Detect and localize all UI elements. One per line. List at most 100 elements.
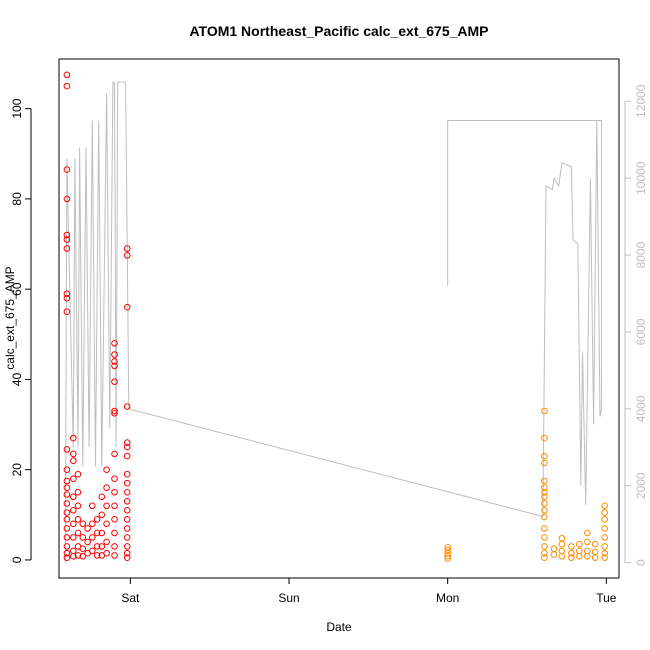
data-point — [601, 534, 609, 541]
data-point — [111, 543, 118, 550]
y2-tick-label: 4000 — [634, 395, 648, 422]
data-point — [111, 475, 118, 483]
y2-tick-label: 6000 — [634, 318, 648, 345]
data-point — [63, 525, 71, 532]
data-point — [444, 553, 452, 560]
data-point — [541, 477, 548, 485]
data-point — [601, 502, 609, 510]
data-point — [79, 520, 87, 528]
data-point — [541, 525, 548, 532]
data-point — [63, 446, 71, 453]
data-point — [93, 529, 101, 537]
data-point — [123, 452, 131, 460]
data-point — [541, 434, 548, 442]
data-point — [568, 543, 575, 550]
depth-line — [64, 81, 602, 563]
data-point — [103, 502, 110, 510]
y2-tick-label: 0 — [634, 559, 648, 566]
data-point — [111, 529, 118, 537]
data-point — [111, 340, 118, 347]
data-point — [63, 509, 71, 516]
y-tick-label: 80 — [10, 192, 24, 206]
data-point — [111, 489, 118, 496]
data-point — [103, 520, 110, 528]
data-point — [111, 410, 118, 417]
data-point — [111, 358, 118, 365]
data-point — [63, 245, 71, 252]
y-tick-label: 60 — [10, 282, 24, 296]
data-point — [584, 553, 591, 560]
chart-title: ATOM1 Northeast_Pacific calc_ext_675_AMP — [189, 23, 488, 39]
data-point — [63, 466, 71, 474]
series-1 — [63, 71, 131, 562]
data-point — [111, 407, 118, 415]
series-2 — [444, 407, 609, 562]
data-point — [63, 290, 71, 298]
data-point — [123, 549, 131, 557]
y-tick-label: 40 — [10, 372, 24, 386]
data-point — [74, 489, 82, 496]
data-point — [601, 509, 609, 516]
data-point — [541, 534, 548, 541]
data-point — [123, 403, 131, 410]
data-point — [89, 547, 96, 555]
data-point — [103, 466, 110, 474]
y-axis-label: calc_ext_675_AMP — [3, 266, 17, 369]
data-point — [591, 540, 599, 548]
data-point — [111, 351, 118, 358]
data-point — [550, 545, 558, 553]
x-tick-label: Sun — [278, 591, 299, 605]
data-point — [74, 516, 82, 523]
data-point — [576, 540, 583, 548]
y2-tick-label: 10000 — [634, 161, 648, 195]
data-point — [568, 549, 575, 557]
data-point — [103, 538, 110, 546]
x-axis-label: Date — [326, 620, 352, 634]
data-point — [70, 457, 77, 465]
data-point — [63, 484, 71, 492]
data-point — [584, 538, 591, 546]
data-point — [601, 554, 609, 562]
axes: 0 20 40 60 80 100 0 2000 4000 6000 8000 10000 12000 S… — [10, 58, 648, 605]
data-point — [63, 477, 71, 485]
data-point — [541, 407, 548, 415]
data-point — [70, 547, 77, 555]
data-point — [558, 553, 566, 560]
data-point — [63, 549, 71, 557]
data-point — [89, 502, 96, 510]
data-point — [63, 500, 71, 507]
data-point — [111, 502, 118, 510]
data-point — [123, 554, 131, 562]
data-point — [123, 245, 131, 252]
data-point — [79, 545, 87, 553]
data-point — [93, 543, 101, 550]
y2-tick-label: 12000 — [634, 84, 648, 118]
y-tick-label: 20 — [10, 463, 24, 477]
data-point — [63, 554, 71, 562]
data-point — [541, 543, 548, 550]
data-point — [541, 500, 548, 507]
data-point — [123, 489, 131, 496]
data-point — [74, 529, 82, 537]
data-point — [541, 452, 548, 460]
data-point — [63, 516, 71, 523]
data-point — [63, 543, 71, 550]
y2-tick-label: 8000 — [634, 241, 648, 268]
data-point — [123, 479, 131, 487]
data-point — [601, 525, 609, 532]
data-point — [111, 516, 118, 523]
data-point — [541, 489, 548, 496]
data-point — [103, 484, 110, 492]
y-tick-label: 100 — [10, 98, 24, 118]
data-point — [541, 493, 548, 501]
data-point — [123, 498, 131, 505]
x-tick-label: Mon — [436, 591, 459, 605]
data-point — [111, 552, 118, 559]
data-point — [123, 525, 131, 532]
plot-frame — [58, 58, 620, 579]
data-point — [63, 231, 71, 239]
data-point — [93, 516, 101, 523]
data-point — [98, 543, 106, 550]
data-point — [601, 516, 609, 523]
data-point — [70, 493, 77, 501]
